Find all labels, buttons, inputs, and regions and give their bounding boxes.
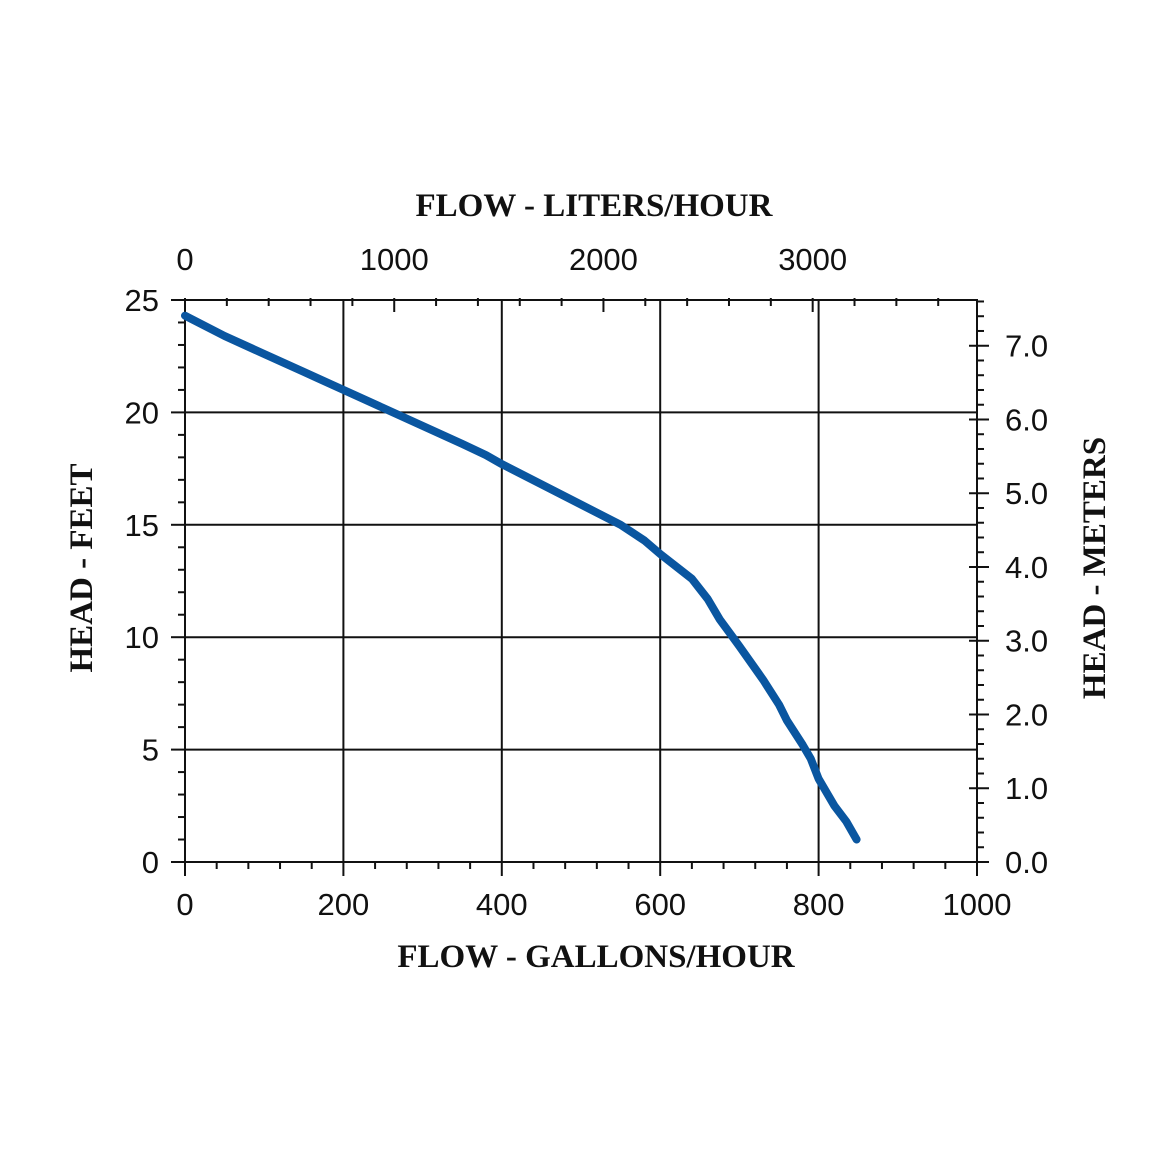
y-tick-label: 5 [142,733,159,768]
series-layer [181,311,861,844]
y-tick-label: 25 [125,283,159,318]
tick-marks [171,298,989,876]
x-axis-title: FLOW - GALLONS/HOUR [397,939,795,975]
x-tick-label: 0 [176,887,193,922]
y2-tick-label: 5.0 [1005,476,1048,511]
y-axis-title: HEAD - FEET [64,463,100,672]
gridlines [185,300,977,862]
y2-tick-label: 4.0 [1005,550,1048,585]
y2-tick-label: 0.0 [1005,845,1048,880]
x-tick-label: 400 [476,887,528,922]
x-tick-label: 800 [793,887,845,922]
x2-tick-label: 2000 [569,242,638,277]
y-tick-label: 15 [125,508,159,543]
x-tick-label: 1000 [943,887,1012,922]
x2-axis-title: FLOW - LITERS/HOUR [416,188,774,224]
x-tick-label: 200 [318,887,370,922]
y2-tick-label: 6.0 [1005,402,1048,437]
y2-tick-label: 3.0 [1005,624,1048,659]
y2-tick-label: 2.0 [1005,697,1048,732]
x-tick-label: 600 [634,887,686,922]
y-tick-label: 20 [125,395,159,430]
series-line-0 [181,311,861,844]
y2-tick-label: 7.0 [1005,329,1048,364]
y2-tick-label: 1.0 [1005,771,1048,806]
x2-tick-label: 0 [176,242,193,277]
y-tick-label: 0 [142,845,159,880]
tick-labels: 0 200 400 600 800 1000 0 5 10 15 20 25 0 1000 2000 3000… [125,242,1049,922]
x2-tick-label: 3000 [778,242,847,277]
plot-frame [184,299,978,863]
y-tick-label: 10 [125,620,159,655]
y2-axis-title: HEAD - METERS [1077,437,1113,699]
x2-tick-label: 1000 [360,242,429,277]
